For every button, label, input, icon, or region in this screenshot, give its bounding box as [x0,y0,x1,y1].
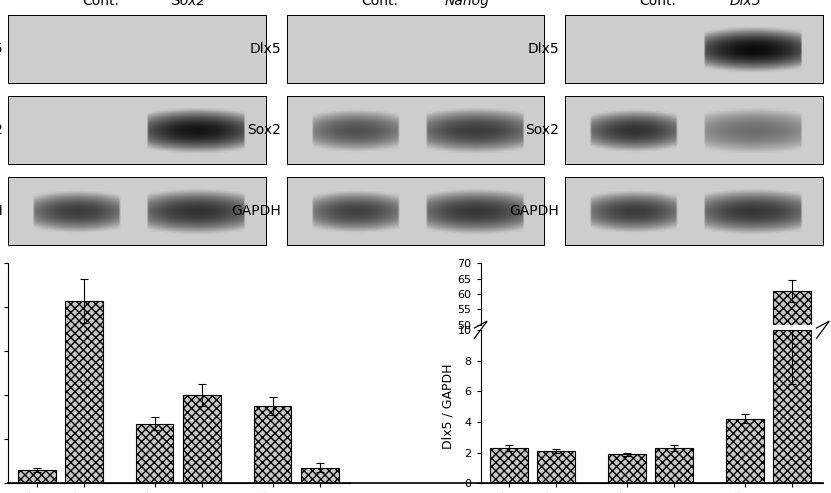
Y-axis label: GAPDH: GAPDH [509,204,559,218]
Bar [537,451,575,483]
Y-axis label: Dlx5 / GAPDH: Dlx5 / GAPDH [442,364,455,449]
Bar [183,395,221,483]
Bar [135,424,174,483]
Y-axis label: Sox2: Sox2 [0,123,2,137]
Text: Cont.: Cont. [82,0,120,8]
Y-axis label: Sox2: Sox2 [525,123,559,137]
Bar [726,465,764,478]
Bar [655,471,693,478]
Y-axis label: Dlx5: Dlx5 [528,42,559,56]
Text: Cont.: Cont. [639,0,676,8]
Bar [537,471,575,478]
Bar [726,419,764,483]
Y-axis label: Sox2: Sox2 [247,123,281,137]
Bar [490,448,528,483]
Bar [608,472,646,478]
Bar [17,470,56,483]
Y-axis label: GAPDH: GAPDH [231,204,281,218]
Bar [773,330,811,483]
Text: Dlx5: Dlx5 [730,0,761,8]
Text: Sox2: Sox2 [171,0,206,8]
Bar [253,406,292,483]
Text: Nanog: Nanog [445,0,489,8]
Y-axis label: Dlx5: Dlx5 [249,42,281,56]
Y-axis label: Dlx5: Dlx5 [0,42,2,56]
Bar [490,471,528,478]
Bar [65,301,103,483]
Bar [608,454,646,483]
Text: Cont.: Cont. [361,0,398,8]
Bar [301,468,339,483]
Bar [655,448,693,483]
Bar [773,291,811,478]
Y-axis label: GAPDH: GAPDH [0,204,2,218]
